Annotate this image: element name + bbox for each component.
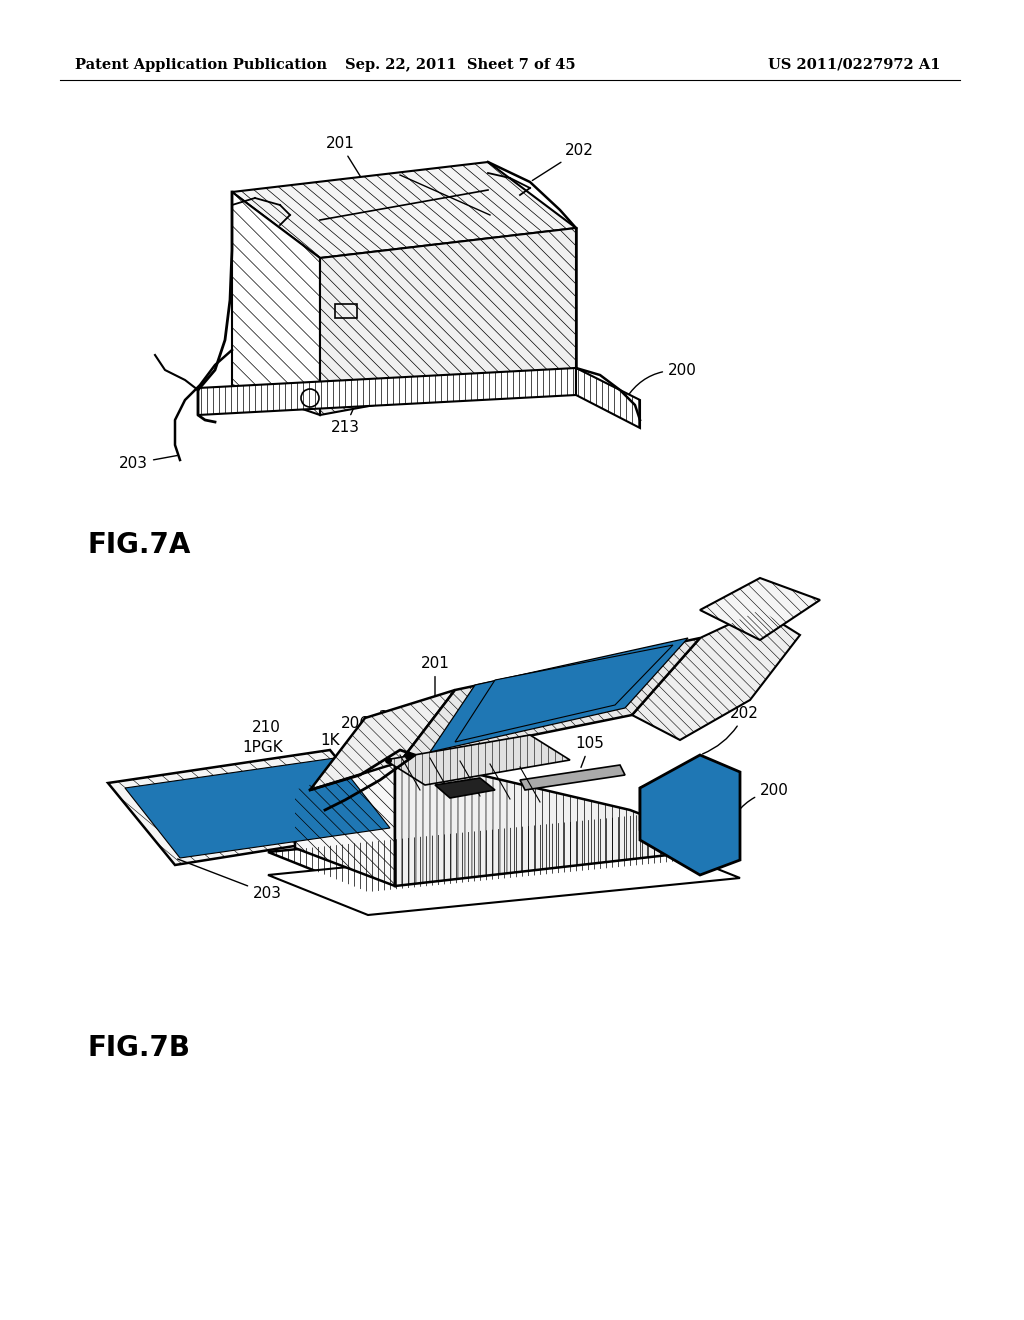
Text: US 2011/0227972 A1: US 2011/0227972 A1 <box>768 58 940 73</box>
Polygon shape <box>295 755 395 886</box>
Text: 203: 203 <box>177 859 282 902</box>
Text: 202: 202 <box>702 706 759 754</box>
Text: 206: 206 <box>341 715 386 758</box>
Polygon shape <box>430 638 688 752</box>
Polygon shape <box>640 760 735 862</box>
Text: 205: 205 <box>379 710 408 754</box>
Polygon shape <box>232 162 575 257</box>
Polygon shape <box>435 777 495 799</box>
Text: 1Y: 1Y <box>291 812 328 833</box>
Polygon shape <box>575 368 640 428</box>
Text: 105: 105 <box>575 737 604 767</box>
Polygon shape <box>640 755 740 875</box>
Polygon shape <box>632 610 800 741</box>
Text: Patent Application Publication: Patent Application Publication <box>75 58 327 73</box>
Polygon shape <box>400 638 700 762</box>
Polygon shape <box>108 750 395 865</box>
Text: 1K: 1K <box>321 733 368 767</box>
Text: FIG.7A: FIG.7A <box>88 531 191 558</box>
Text: 202: 202 <box>532 143 594 181</box>
Polygon shape <box>232 191 319 414</box>
Text: 1M: 1M <box>480 796 504 818</box>
Polygon shape <box>700 578 820 640</box>
Text: 1C: 1C <box>444 800 465 822</box>
Text: 201: 201 <box>326 136 374 198</box>
Polygon shape <box>520 766 625 789</box>
Text: 210: 210 <box>252 721 281 735</box>
Text: 200: 200 <box>736 783 788 813</box>
Polygon shape <box>395 755 730 886</box>
Polygon shape <box>385 735 570 785</box>
Text: 203: 203 <box>119 455 177 471</box>
Polygon shape <box>198 368 575 414</box>
Text: 200: 200 <box>627 363 697 397</box>
Polygon shape <box>455 645 673 742</box>
Polygon shape <box>268 814 740 892</box>
Polygon shape <box>310 690 455 789</box>
Text: FIG.7B: FIG.7B <box>88 1034 191 1063</box>
Text: Sep. 22, 2011  Sheet 7 of 45: Sep. 22, 2011 Sheet 7 of 45 <box>345 58 575 73</box>
Text: 201: 201 <box>421 656 450 708</box>
Text: 213: 213 <box>331 408 359 436</box>
Polygon shape <box>319 228 575 414</box>
Polygon shape <box>125 758 390 858</box>
Text: 213: 213 <box>485 842 514 869</box>
Text: 1PGK: 1PGK <box>242 741 283 755</box>
Polygon shape <box>268 838 740 915</box>
Bar <box>335 304 357 318</box>
